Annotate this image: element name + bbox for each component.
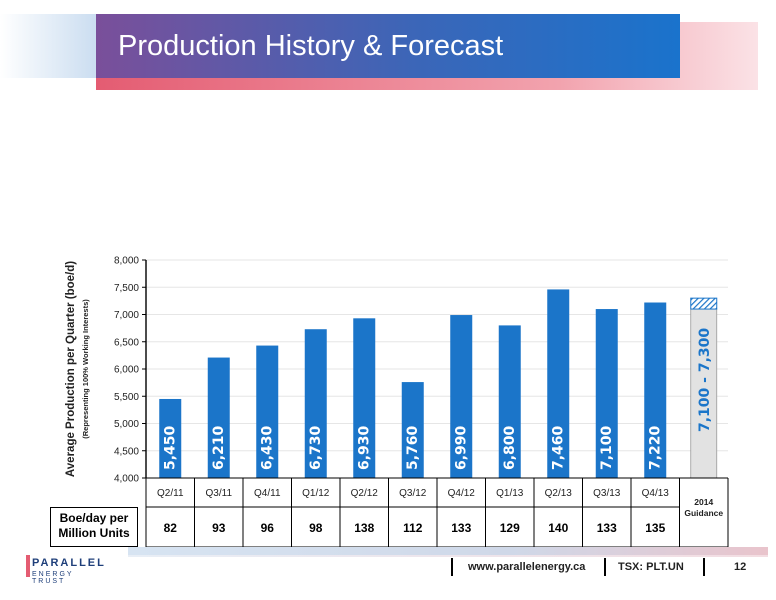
bar [353, 318, 376, 478]
footer-separator [703, 558, 705, 576]
table-cell-value: 96 [261, 521, 275, 535]
x-category-label: 2014 [694, 497, 713, 507]
bar [207, 357, 230, 478]
y-tick-label: 4,000 [114, 474, 139, 485]
bar-value-label: 5,450 [162, 425, 178, 470]
table-cell-value: 98 [309, 521, 323, 535]
y-tick-label: 7,500 [114, 283, 139, 294]
footer-separator [604, 558, 606, 576]
footer-separator [451, 558, 453, 576]
bar-value-label: 7,100 [599, 425, 615, 470]
x-category-label: Guidance [684, 508, 723, 518]
y-tick-label: 4,500 [114, 446, 139, 457]
page-title: Production History & Forecast [118, 30, 504, 62]
logo-tagline: ENERGY TRUST [32, 571, 74, 585]
table-cell-value: 133 [597, 521, 617, 535]
bar [401, 382, 424, 478]
footer-ticker: TSX: PLT.UN [618, 561, 684, 573]
footer-divider [128, 547, 768, 555]
bar [159, 398, 182, 478]
table-cell-value: 129 [500, 521, 520, 535]
x-category-label: Q2/13 [545, 488, 573, 499]
bar-value-label: 6,990 [453, 425, 469, 470]
bar-value-label: 6,930 [356, 425, 372, 470]
x-category-label: Q3/12 [399, 488, 427, 499]
x-category-label: Q3/11 [206, 488, 233, 499]
footer-website: www.parallelenergy.ca [468, 561, 586, 573]
table-cell-value: 112 [403, 521, 423, 535]
bar-value-label: 5,760 [405, 425, 421, 470]
y-axis-sublabel: (Representing 100% Working Interests) [81, 299, 90, 439]
table-cell-value: 135 [645, 521, 665, 535]
bar-value-label: 6,800 [502, 425, 518, 470]
logo-name: PARALLEL [32, 557, 106, 569]
bar [450, 315, 473, 478]
y-tick-label: 8,000 [114, 256, 139, 267]
bar [304, 329, 327, 478]
logo-mark-icon [26, 555, 30, 577]
bar [498, 325, 521, 478]
bar [644, 302, 667, 478]
table-cell-value: 82 [164, 521, 178, 535]
bar-value-label: 6,430 [259, 425, 275, 470]
y-tick-label: 6,500 [114, 337, 139, 348]
x-category-label: Q1/12 [302, 488, 330, 499]
footer-page-number: 12 [734, 561, 747, 573]
table-cell-value: 93 [212, 521, 226, 535]
bar [547, 289, 570, 478]
x-category-label: Q2/12 [351, 488, 379, 499]
company-logo: PARALLEL ENERGY TRUST [26, 553, 108, 585]
y-tick-label: 5,000 [114, 419, 139, 430]
bar-value-label: 6,730 [308, 425, 324, 470]
header-left-accent [0, 14, 100, 78]
x-category-label: Q4/12 [448, 488, 476, 499]
guidance-value-label: 7,100 - 7,300 [697, 328, 713, 432]
header-blue-band [96, 14, 680, 78]
x-category-label: Q4/13 [642, 488, 670, 499]
table-row-label: Boe/day per Million Units [50, 507, 138, 547]
bar [256, 345, 279, 478]
table-cell-value: 138 [354, 521, 374, 535]
x-category-label: Q4/11 [254, 488, 281, 499]
bar-value-label: 7,220 [647, 425, 663, 470]
x-category-label: Q1/13 [496, 488, 524, 499]
x-category-label: Q2/11 [157, 488, 184, 499]
bar-value-label: 6,210 [211, 425, 227, 470]
bar-value-label: 7,460 [550, 425, 566, 470]
x-category-label: Q3/13 [593, 488, 621, 499]
bar [595, 309, 618, 478]
y-axis-label: Average Production per Quarter (boe/d) [65, 261, 77, 477]
footer-divider-shadow [128, 555, 768, 557]
table-cell-value: 133 [451, 521, 471, 535]
y-tick-label: 7,000 [114, 310, 139, 321]
y-tick-label: 6,000 [114, 365, 139, 376]
table-cell-value: 140 [548, 521, 568, 535]
y-tick-label: 5,500 [114, 392, 139, 403]
guidance-range-bar [690, 297, 718, 310]
